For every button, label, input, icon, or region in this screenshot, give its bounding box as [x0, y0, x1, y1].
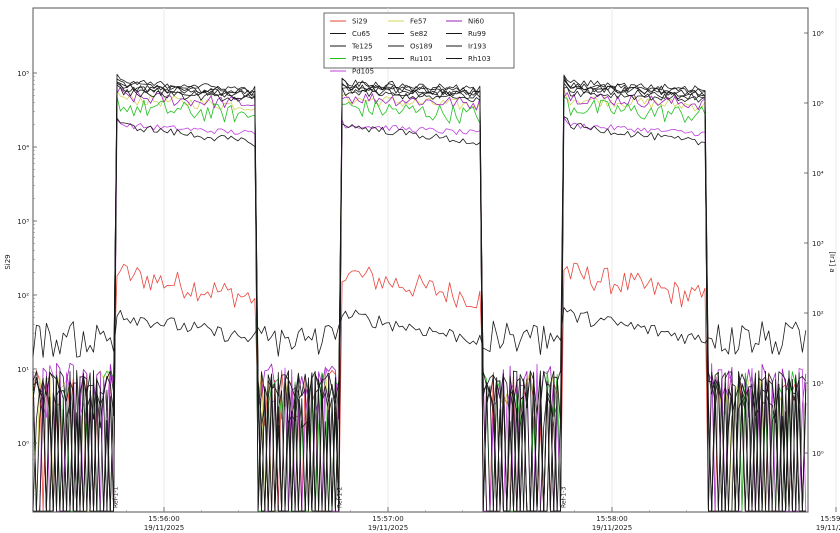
legend-label: Ir193	[468, 43, 486, 51]
x-tick-date: 19/11/2025	[592, 524, 632, 532]
series-line-ru101	[33, 116, 807, 512]
x-tick-time: 15:57:00	[372, 515, 403, 523]
right-tick-label: 10⁴	[812, 170, 824, 178]
left-tick-label: 10¹	[17, 366, 29, 374]
legend-label: Fe57	[410, 18, 427, 26]
legend-label: Pt195	[352, 55, 372, 63]
sample-marker-label: Ref-1-2	[336, 486, 343, 508]
gridlines	[163, 8, 837, 512]
legend-label: Te125	[351, 43, 373, 51]
series-line-ru99	[32, 76, 807, 512]
legend-label: Rh103	[468, 55, 491, 63]
right-tick-label: 10⁵	[812, 100, 824, 108]
left-tick-label: 10²	[17, 292, 29, 300]
x-tick-date: 19/11/2025	[144, 524, 184, 532]
legend-label: Si29	[352, 18, 367, 26]
sample-marker-label: Ref-1-1	[112, 486, 119, 508]
legend-label: Ru99	[468, 30, 486, 38]
series-line-ni60	[32, 86, 807, 512]
series-line-os189	[32, 84, 806, 512]
legend-label: Cu65	[352, 30, 370, 38]
left-tick-label: 10⁵	[17, 70, 29, 78]
right-tick-label: 10⁶	[812, 30, 824, 38]
left-tick-label: 10³	[17, 218, 29, 226]
sample-marker-label: Ref-1-3	[560, 486, 567, 508]
series-line-si29	[32, 262, 807, 512]
legend: Si29 Fe57 Ni60 Cu65 Se82 Ru99 Te125 Os189 Ir193 P…	[323, 12, 515, 76]
legend-label: Ni60	[468, 18, 484, 26]
x-tick-time: 15:58:00	[596, 515, 627, 523]
plot-area	[32, 7, 809, 513]
right-axis-label: [Ir1] a	[828, 251, 836, 272]
x-tick-date: 19/11/2025	[816, 524, 840, 532]
legend-label: Se82	[410, 30, 428, 38]
series-line-pt195	[32, 96, 806, 512]
x-tick-time: 15:56:00	[148, 515, 179, 523]
series-line-pd105	[33, 117, 807, 512]
series-line-se82	[32, 307, 807, 358]
x-tick-date: 19/11/2025	[368, 524, 408, 532]
series-layer	[32, 73, 807, 512]
left-axis: 10⁰ 10¹ 10² 10³ 10⁴ 10⁵	[17, 70, 37, 495]
right-axis: 10⁰ 10¹ 10² 10³ 10⁴ 10⁵ 10⁶	[804, 30, 824, 458]
x-axis: 15:56:0019/11/202515:57:0019/11/202515:5…	[51, 507, 840, 532]
left-tick-label: 10⁴	[17, 144, 29, 152]
series-line-rh103	[32, 78, 806, 512]
series-line-ir193	[32, 73, 807, 512]
legend-label: Os189	[410, 43, 433, 51]
series-line-fe57	[32, 88, 806, 512]
left-axis-label: Si29	[4, 254, 12, 269]
legend-label: Ru101	[410, 55, 432, 63]
right-tick-label: 10¹	[812, 380, 824, 388]
right-tick-label: 10⁰	[812, 450, 824, 458]
right-tick-label: 10³	[812, 240, 824, 248]
right-tick-label: 10²	[812, 310, 824, 318]
x-tick-time: 15:59:00	[820, 515, 840, 523]
legend-label: Pd105	[352, 68, 374, 76]
sample-markers: Ref-1-1 Ref-1-2 Ref-1-3	[112, 486, 567, 508]
legend-box	[323, 12, 515, 69]
left-tick-label: 10⁰	[17, 440, 29, 448]
